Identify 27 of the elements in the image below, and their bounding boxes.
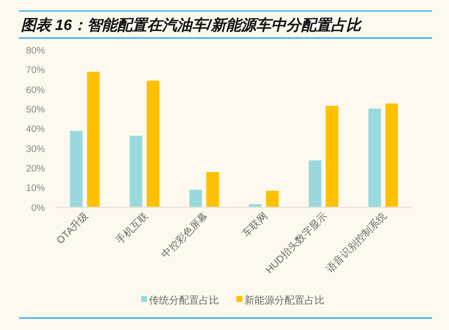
bar: [308, 160, 322, 208]
y-tick-label: 0%: [31, 202, 46, 214]
x-tick-label: 中控彩色屏幕: [159, 210, 210, 261]
bar: [384, 102, 398, 208]
x-tick-label: OTA升级: [54, 210, 91, 247]
y-tick-label: 20%: [26, 163, 46, 174]
y-tick-label: 50%: [26, 104, 46, 116]
bar: [368, 108, 382, 208]
y-tick-label: 80%: [26, 46, 46, 56]
bar: [86, 71, 100, 208]
y-tick-label: 30%: [26, 144, 46, 155]
y-tick-label: 40%: [26, 124, 46, 136]
y-tick-label: 10%: [26, 183, 46, 194]
bar: [146, 80, 160, 208]
x-tick-label: 车联网: [240, 210, 270, 240]
bar: [325, 105, 339, 208]
y-tick-label: 70%: [26, 65, 46, 76]
x-tick-label: 手机互联: [114, 210, 151, 247]
bar: [129, 135, 143, 208]
bar: [70, 130, 84, 208]
legend-label: 新能源分配置占比: [244, 294, 324, 306]
title: 图表 16：智能配置在汽油车/新能源车中分配置占比: [21, 17, 362, 34]
bar: [188, 189, 202, 208]
bar: [266, 190, 280, 208]
legend-label: 传统分配置占比: [149, 294, 219, 306]
y-tick-label: 60%: [26, 84, 46, 96]
bar: [206, 172, 220, 208]
